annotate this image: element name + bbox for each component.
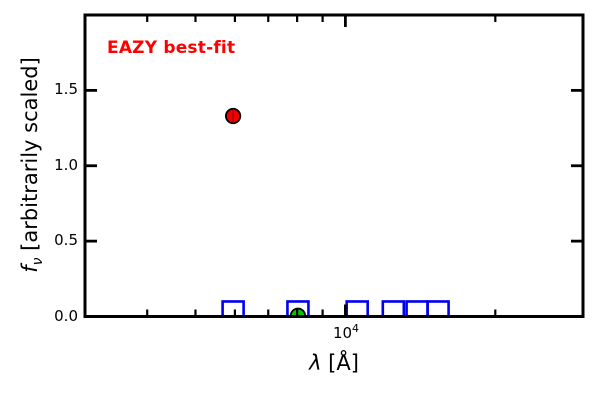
x-tick-label-1e4: 104 [317,322,375,342]
data-markers [221,107,450,317]
x-axis-label: λ [Å] [274,351,394,375]
template-flux-blue-squares-marker [345,300,369,317]
flux-symbol: f [18,265,42,273]
axes-frame [83,13,585,318]
template-flux-blue-squares-marker [286,300,310,317]
x-tick-exponent: 4 [352,322,360,335]
template-flux-blue-squares-marker [426,300,450,317]
annotation-eazy-best-fit: EAZY best-fit [107,38,236,58]
template-flux-blue-squares-marker [405,300,429,317]
y-tick-label: 0.5 [54,231,78,250]
x-tick-base: 10 [332,324,353,342]
template-flux-blue-squares-marker [221,300,245,317]
lambda-symbol: λ [309,351,322,375]
nu-subscript: ν [30,257,47,266]
y-tick-label: 0.0 [54,306,78,325]
y-tick-label: 1.0 [54,155,78,174]
y-tick-label: 1.5 [54,80,78,99]
x-axis-label-units: [Å] [321,351,359,375]
template-flux-blue-squares-marker [381,300,406,317]
